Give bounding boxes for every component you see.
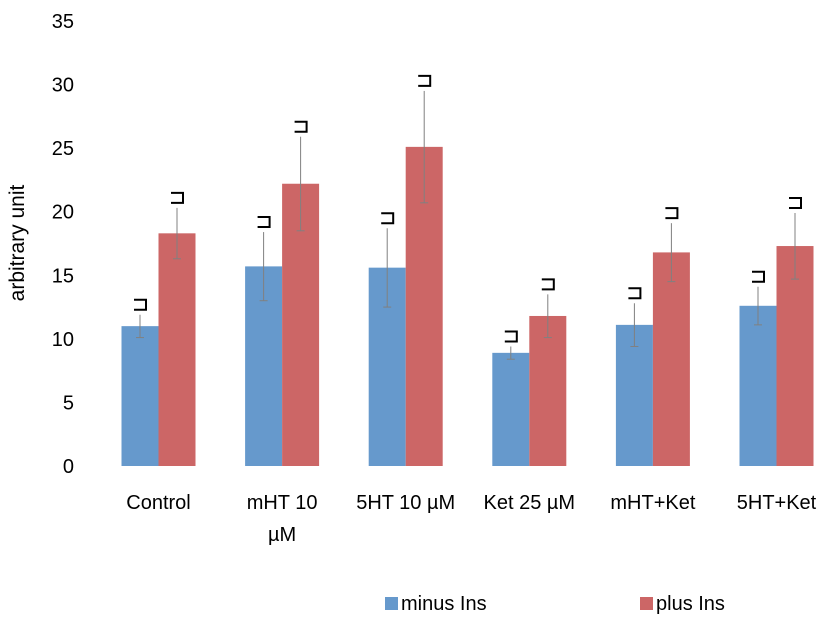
- y-tick-label: 10: [52, 329, 74, 351]
- y-tick-label: 30: [52, 75, 74, 97]
- legend-swatch: [640, 597, 653, 610]
- bars: [121, 146, 814, 466]
- error-bar: [294, 120, 308, 232]
- x-axis-labels: Control mHT 10 µM 5HT 10 µM Ket 25 µM mHT+Ket…: [126, 492, 816, 546]
- bar-minus-ins: [492, 352, 530, 466]
- y-axis-ticks: 0 5 10 15 20 25 30 35: [52, 11, 74, 478]
- error-bar: [752, 270, 765, 326]
- error-bar: [171, 191, 184, 260]
- error-bar: [418, 74, 432, 204]
- y-tick-label: 5: [63, 392, 74, 414]
- y-tick-label: 25: [52, 138, 74, 160]
- bar-plus-ins: [529, 315, 567, 466]
- error-bar: [665, 207, 679, 283]
- legend-item: plus Ins: [640, 593, 725, 615]
- error-bar: [134, 298, 147, 339]
- error-bar: [257, 216, 271, 302]
- x-tick-label: Ket 25 µM: [484, 492, 576, 514]
- y-tick-label: 0: [63, 456, 74, 478]
- y-tick-label: 35: [52, 11, 74, 33]
- bar-minus-ins: [615, 324, 653, 466]
- bar-plus-ins: [652, 252, 690, 466]
- x-tick-label: mHT+Ket: [610, 492, 695, 514]
- y-tick-label: 15: [52, 265, 74, 287]
- x-tick-label: 5HT+Ket: [737, 492, 817, 514]
- x-tick-label: 5HT 10 µM: [356, 492, 455, 514]
- bar-plus-ins: [776, 246, 814, 466]
- error-bars: [134, 74, 802, 360]
- bar-minus-ins: [121, 326, 159, 466]
- x-tick-label: Control: [126, 492, 190, 514]
- y-axis-title: arbitrary unit: [6, 184, 29, 301]
- legend: minus Ins plus Ins: [385, 593, 725, 615]
- bar-plus-ins: [158, 233, 196, 466]
- x-tick-label: mHT 10 µM: [247, 492, 318, 546]
- y-tick-label: 20: [52, 202, 74, 224]
- legend-label: plus Ins: [656, 593, 725, 615]
- error-bar: [628, 287, 642, 347]
- error-bar: [504, 330, 518, 360]
- legend-swatch: [385, 597, 398, 610]
- error-bar: [381, 212, 395, 308]
- bar-minus-ins: [739, 305, 777, 466]
- error-bar: [789, 196, 802, 280]
- error-bar: [541, 278, 555, 339]
- legend-item: minus Ins: [385, 593, 487, 615]
- legend-label: minus Ins: [401, 593, 487, 615]
